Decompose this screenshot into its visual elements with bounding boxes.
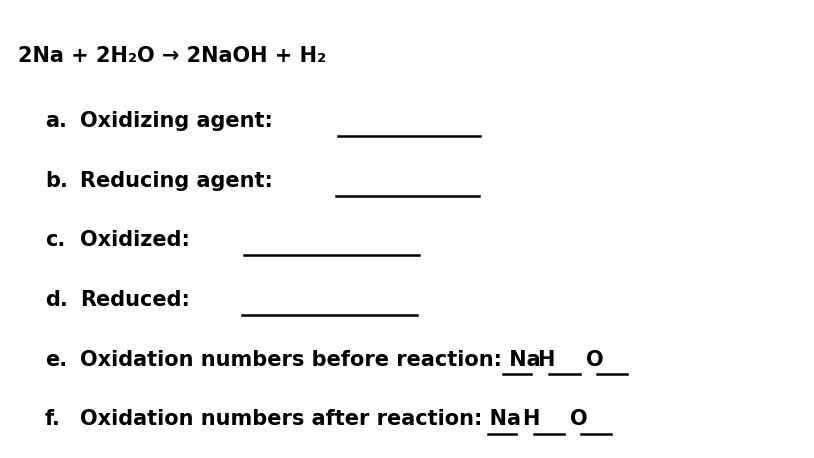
Text: c.: c. — [45, 230, 65, 251]
Text: Oxidation numbers before reaction: Na: Oxidation numbers before reaction: Na — [80, 349, 540, 370]
Text: b.: b. — [45, 171, 68, 191]
Text: d.: d. — [45, 290, 68, 310]
Text: H: H — [537, 349, 554, 370]
Text: Oxidation numbers after reaction: Na: Oxidation numbers after reaction: Na — [80, 409, 521, 429]
Text: Reducing agent:: Reducing agent: — [80, 171, 273, 191]
Text: Reduced:: Reduced: — [80, 290, 190, 310]
Text: Oxidized:: Oxidized: — [80, 230, 190, 251]
Text: a.: a. — [45, 111, 67, 131]
Text: O: O — [586, 349, 604, 370]
Text: H: H — [522, 409, 539, 429]
Text: 2Na + 2H₂O → 2NaOH + H₂: 2Na + 2H₂O → 2NaOH + H₂ — [18, 46, 326, 66]
Text: O: O — [570, 409, 588, 429]
Text: e.: e. — [45, 349, 67, 370]
Text: f.: f. — [45, 409, 61, 429]
Text: Oxidizing agent:: Oxidizing agent: — [80, 111, 273, 131]
